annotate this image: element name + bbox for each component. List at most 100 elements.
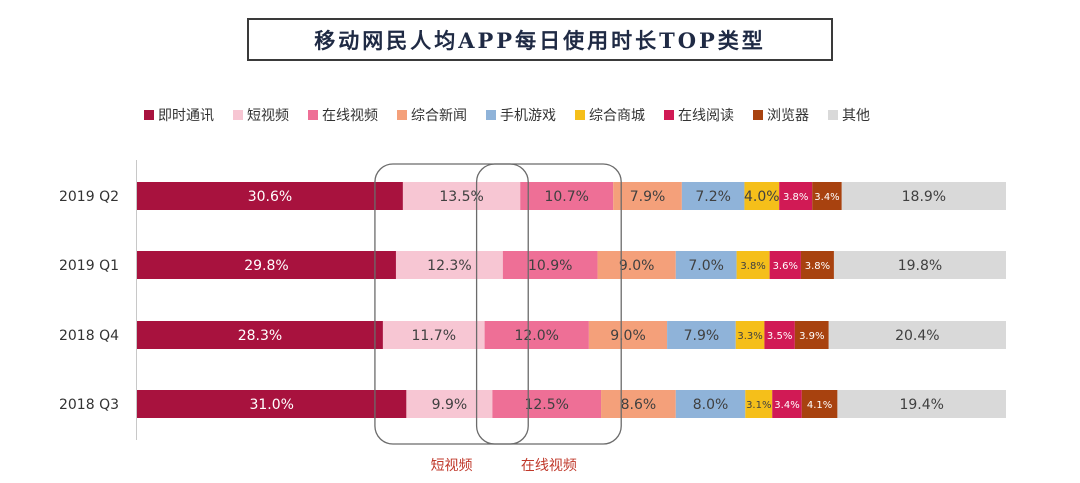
data-label: 3.9% bbox=[799, 331, 824, 342]
legend-label: 在线阅读 bbox=[678, 107, 734, 124]
bar-segment bbox=[492, 390, 602, 418]
data-label: 10.7% bbox=[544, 189, 588, 205]
data-label: 13.5% bbox=[439, 189, 483, 205]
bar-segment bbox=[520, 182, 614, 210]
bar-segment bbox=[735, 321, 765, 349]
data-label: 30.6% bbox=[248, 189, 292, 205]
data-label: 12.0% bbox=[514, 328, 558, 344]
data-label: 3.1% bbox=[746, 400, 771, 411]
data-label: 7.9% bbox=[630, 189, 666, 205]
data-label: 4.1% bbox=[807, 400, 832, 411]
legend-swatch bbox=[308, 110, 318, 120]
bar-segment bbox=[769, 251, 801, 279]
legend-swatch bbox=[664, 110, 674, 120]
data-label: 3.4% bbox=[814, 192, 839, 203]
bar-segment bbox=[800, 251, 834, 279]
bar-segment bbox=[736, 251, 770, 279]
bar-segment bbox=[794, 321, 829, 349]
data-label: 7.9% bbox=[684, 328, 720, 344]
legend-swatch bbox=[753, 110, 763, 120]
legend-swatch bbox=[486, 110, 496, 120]
callout-outline bbox=[475, 163, 622, 445]
bar-segment bbox=[764, 321, 795, 349]
legend-label: 在线视频 bbox=[322, 108, 378, 124]
bar-segment bbox=[681, 182, 745, 210]
data-label: 12.3% bbox=[427, 258, 471, 274]
bar-segment bbox=[841, 182, 1006, 210]
bar-segment bbox=[675, 390, 746, 418]
data-label: 7.0% bbox=[688, 258, 724, 274]
data-label: 3.6% bbox=[773, 261, 798, 272]
data-label: 3.5% bbox=[767, 331, 792, 342]
bar-segment bbox=[837, 390, 1006, 418]
bar-segment bbox=[395, 251, 503, 279]
bar-segment bbox=[675, 251, 737, 279]
category-label: 2018 Q3 bbox=[59, 397, 119, 413]
data-label: 28.3% bbox=[238, 328, 282, 344]
data-label: 9.0% bbox=[610, 328, 646, 344]
bar-segment bbox=[772, 390, 802, 418]
bar-segment bbox=[137, 321, 383, 349]
bar-segment bbox=[601, 390, 676, 418]
data-label: 8.0% bbox=[693, 397, 729, 413]
bar-segment bbox=[745, 390, 773, 418]
data-label: 11.7% bbox=[412, 328, 456, 344]
legend-swatch bbox=[144, 110, 154, 120]
chart-title-box: 移动网民人均APP每日使用时长TOP类型 bbox=[247, 18, 833, 61]
legend-label: 综合新闻 bbox=[411, 108, 467, 124]
bar-segment bbox=[502, 251, 598, 279]
bar-segment bbox=[779, 182, 813, 210]
data-label: 10.9% bbox=[528, 258, 572, 274]
bar-segment bbox=[137, 251, 396, 279]
bar-segment bbox=[588, 321, 668, 349]
bar-segment bbox=[801, 390, 838, 418]
data-label: 3.8% bbox=[783, 192, 808, 203]
bar-segment bbox=[744, 182, 780, 210]
data-label: 8.6% bbox=[621, 397, 657, 413]
bar-segment bbox=[828, 321, 1006, 349]
bar-segment bbox=[812, 182, 842, 210]
bar-segment bbox=[613, 182, 682, 210]
bar-segment bbox=[137, 390, 407, 418]
bar-segment bbox=[137, 182, 403, 210]
legend-label: 其他 bbox=[842, 108, 870, 124]
data-label: 29.8% bbox=[244, 258, 288, 274]
legend-label: 综合商城 bbox=[589, 108, 645, 124]
bar-segment bbox=[484, 321, 589, 349]
legend-label: 手机游戏 bbox=[500, 108, 556, 124]
callout-label-short-video: 短视频 bbox=[430, 458, 473, 474]
category-label: 2018 Q4 bbox=[59, 328, 119, 344]
data-label: 7.2% bbox=[695, 189, 731, 205]
category-label: 2019 Q2 bbox=[59, 189, 119, 205]
data-label: 12.5% bbox=[524, 397, 568, 413]
data-label: 3.3% bbox=[737, 331, 762, 342]
data-label: 19.4% bbox=[899, 397, 943, 413]
bar-segment bbox=[402, 182, 521, 210]
data-label: 3.8% bbox=[740, 261, 765, 272]
data-label: 3.4% bbox=[774, 400, 799, 411]
legend-swatch bbox=[397, 110, 407, 120]
legend-swatch bbox=[575, 110, 585, 120]
category-label: 2019 Q1 bbox=[59, 258, 119, 274]
legend-label: 即时通讯 bbox=[158, 108, 214, 124]
data-label: 19.8% bbox=[898, 258, 942, 274]
data-label: 9.9% bbox=[432, 397, 468, 413]
bar-segment bbox=[406, 390, 493, 418]
bar-segment bbox=[597, 251, 676, 279]
chart-title: 移动网民人均APP每日使用时长TOP类型 bbox=[314, 27, 766, 53]
bar-segment bbox=[382, 321, 485, 349]
data-label: 9.0% bbox=[619, 258, 655, 274]
callout-label-online-video: 在线视频 bbox=[520, 458, 577, 474]
legend-swatch bbox=[828, 110, 838, 120]
data-label: 20.4% bbox=[895, 328, 939, 344]
bar-segment bbox=[833, 251, 1006, 279]
legend-label: 短视频 bbox=[247, 108, 289, 124]
callout-outline bbox=[374, 163, 529, 445]
data-label: 31.0% bbox=[249, 397, 293, 413]
legend-swatch bbox=[233, 110, 243, 120]
data-label: 3.8% bbox=[805, 261, 830, 272]
data-label: 18.9% bbox=[902, 189, 946, 205]
legend-label: 浏览器 bbox=[767, 108, 809, 124]
bar-segment bbox=[667, 321, 736, 349]
